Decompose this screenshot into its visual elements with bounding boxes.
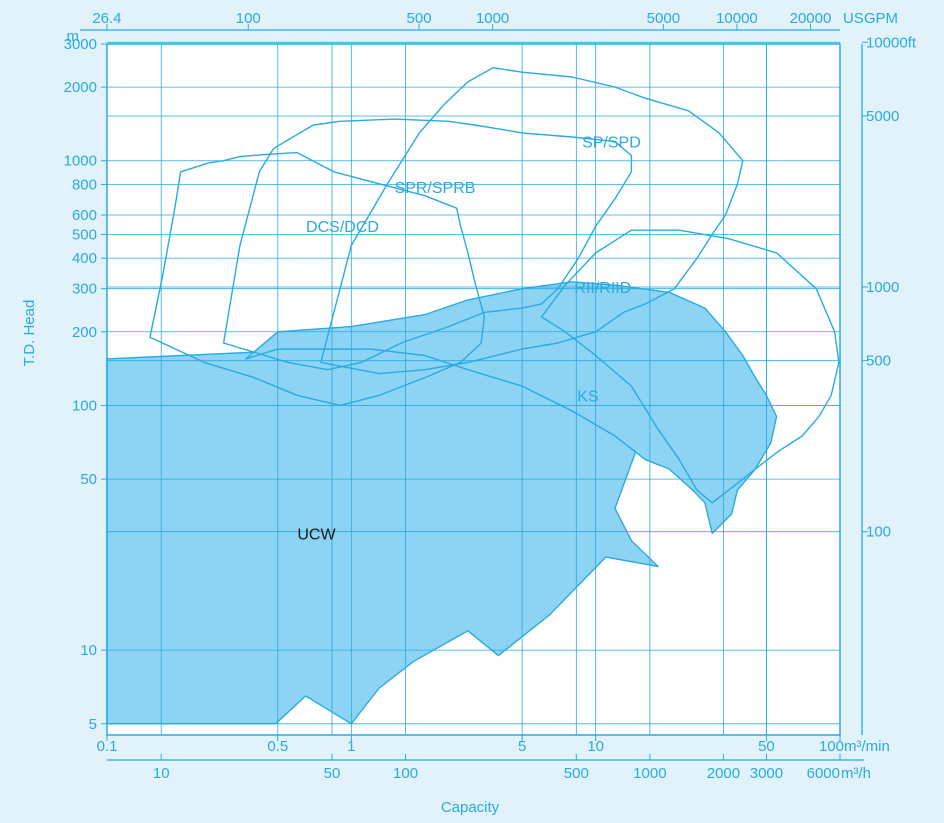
region-label-spr-sprb: SPR/SPRB	[395, 180, 476, 197]
x-tick-label: 10	[587, 738, 604, 755]
region-spr-sprb	[222, 118, 633, 371]
y-tick-label: 600	[72, 207, 97, 224]
x-top-tick-label: 500	[407, 10, 432, 27]
y-tick-label: 500	[72, 226, 97, 243]
region-label-dcs-dcd: DCS/DCD	[306, 219, 379, 236]
region-dcs-dcd	[149, 151, 485, 407]
y-tick-label: 300	[72, 281, 97, 298]
x-m3h-tick-label: 6000	[807, 765, 840, 782]
region-rii-riid	[540, 229, 840, 504]
x-tick-label: 5	[518, 738, 526, 755]
x-top-tick-label: 20000	[790, 10, 832, 27]
y-right-tick-label: 10000ft	[866, 34, 917, 51]
x-m3h-tick-label: 3000	[750, 765, 783, 782]
x-m3h-tick-label: 50	[324, 765, 341, 782]
region-label-rii-riid: RII/RIID	[574, 280, 631, 297]
region-label-ks: KS	[577, 388, 598, 405]
x-tick-label: 100	[819, 738, 844, 755]
x-m3h-tick-label: 100	[393, 765, 418, 782]
x-tick-label: 0.5	[267, 738, 288, 755]
x-top-unit-label: USGPM	[843, 10, 898, 27]
y-right-tick-label: 1000	[866, 279, 899, 296]
y-tick-label: 400	[72, 250, 97, 267]
y-tick-label: 50	[80, 471, 97, 488]
x-tick-label: 1	[347, 738, 355, 755]
region-sp-spd	[320, 66, 744, 375]
x-top-tick-label: 10000	[716, 10, 758, 27]
region-label-ucw: UCW	[297, 526, 336, 543]
x-axis-title: Capacity	[441, 799, 500, 816]
x-top-tick-label: 26.4	[92, 10, 121, 27]
x-top-tick-label: 5000	[647, 10, 680, 27]
region-label-sp-spd: SP/SPD	[582, 134, 641, 151]
y-tick-label: 5	[89, 716, 97, 733]
y-tick-label: 200	[72, 324, 97, 341]
x-m3h-unit-label: m³/h	[841, 765, 871, 782]
x-tick-label: 0.1	[97, 738, 118, 755]
x-top-tick-label: 100	[236, 10, 261, 27]
y-tick-label: 1000	[64, 153, 97, 170]
y-tick-label: 3000	[64, 36, 97, 53]
x-m3h-tick-label: 2000	[707, 765, 740, 782]
plot-frame	[106, 43, 841, 736]
x-m3h-tick-label: 1000	[633, 765, 666, 782]
y-axis-title: T.D. Head	[21, 300, 38, 367]
y-tick-label: 800	[72, 176, 97, 193]
x-unit-label: m³/min	[844, 738, 890, 755]
y-tick-label: 2000	[64, 79, 97, 96]
x-m3h-tick-label: 10	[153, 765, 170, 782]
x-m3h-tick-label: 500	[564, 765, 589, 782]
x-top-tick-label: 1000	[476, 10, 509, 27]
y-right-tick-label: 100	[866, 524, 891, 541]
y-right-tick-label: 500	[866, 353, 891, 370]
y-unit-label: m	[67, 28, 80, 45]
y-tick-label: 100	[72, 397, 97, 414]
y-tick-label: 10	[80, 642, 97, 659]
x-tick-label: 50	[758, 738, 775, 755]
y-right-tick-label: 5000	[866, 108, 899, 125]
